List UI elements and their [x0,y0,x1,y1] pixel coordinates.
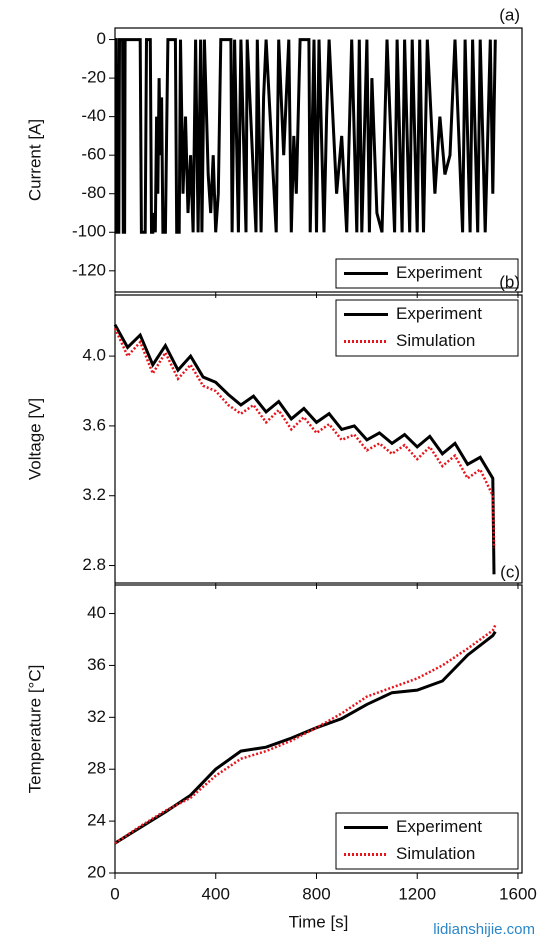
y-tick-label: 28 [87,759,106,778]
panel-label: (b) [499,272,520,291]
y-tick-label: 2.8 [82,555,106,574]
data-line [114,38,497,234]
legend-label: Experiment [396,263,482,282]
x-tick-label: 800 [302,884,330,903]
panel-label: (c) [500,562,520,581]
data-line [113,323,496,575]
watermark: lidianshijie.com [433,921,535,938]
data-line [113,327,496,549]
legend-label: Simulation [396,331,475,350]
data-line [114,624,497,845]
x-tick-label: 400 [202,884,230,903]
plot-frame [114,27,523,293]
legend-label: Experiment [396,304,482,323]
y-axis-label: Voltage [V] [25,398,44,480]
y-axis-label: Temperature [°C] [25,665,44,794]
data-line [114,630,497,845]
legend-box [335,812,519,870]
y-tick-label: -80 [81,183,106,202]
y-tick-label: 4.0 [82,346,106,365]
x-axis-label: Time [s] [289,912,349,931]
panel-label: (a) [499,5,520,24]
y-tick-label: -60 [81,145,106,164]
y-axis-label: Current [A] [25,119,44,201]
legend-box [335,299,519,357]
legend-label: Experiment [396,817,482,836]
y-tick-label: -40 [81,106,106,125]
x-tick-label: 1600 [499,884,537,903]
y-tick-label: 3.6 [82,415,106,434]
y-tick-label: -100 [72,222,106,241]
y-tick-label: 24 [87,811,106,830]
plot-frame [114,294,523,584]
x-tick-label: 0 [110,884,119,903]
y-tick-label: 3.2 [82,485,106,504]
y-tick-label: 0 [97,29,106,48]
y-tick-label: 32 [87,707,106,726]
plot-frame [114,584,523,874]
y-tick-label: 36 [87,655,106,674]
y-tick-label: 40 [87,603,106,622]
x-tick-label: 1200 [398,884,436,903]
y-tick-label: -20 [81,68,106,87]
y-tick-label: 20 [87,862,106,881]
y-tick-label: -120 [72,260,106,279]
legend-label: Simulation [396,844,475,863]
